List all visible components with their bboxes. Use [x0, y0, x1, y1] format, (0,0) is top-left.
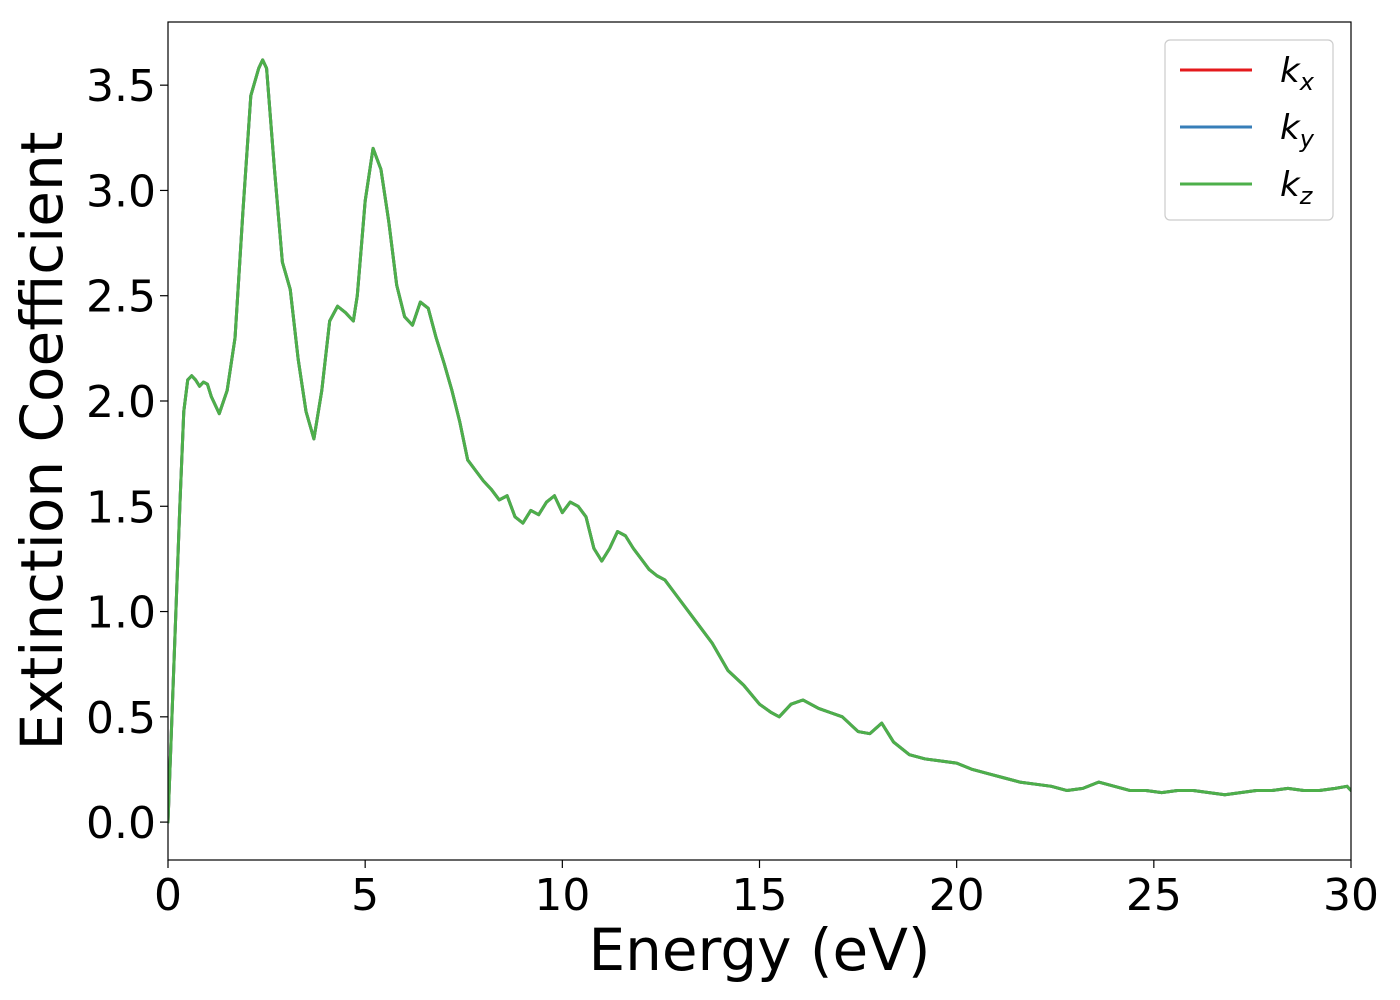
y-tick-label: 2.0 — [86, 377, 156, 428]
x-tick-label: 10 — [534, 870, 590, 921]
legend-label-y: ky — [1280, 108, 1315, 153]
x-tick-label: 25 — [1126, 870, 1182, 921]
legend-label-z: kz — [1280, 165, 1314, 210]
y-axis: 0.0 0.5 1.0 1.5 2.0 2.5 3.0 3.5 — [86, 61, 168, 849]
legend-label-x: kx — [1280, 51, 1315, 96]
x-axis: 0 5 10 15 20 25 30 — [154, 860, 1379, 921]
x-axis-label: Energy (eV) — [588, 916, 930, 984]
y-axis-label: Extinction Coefficient — [8, 132, 76, 751]
plot-area — [167, 21, 1352, 861]
y-tick-label: 2.5 — [86, 272, 156, 323]
y-tick-label: 3.5 — [86, 61, 156, 112]
y-tick-label: 1.5 — [86, 482, 156, 533]
y-tick-label: 3.0 — [86, 166, 156, 217]
x-tick-label: 30 — [1323, 870, 1379, 921]
y-tick-label: 0.0 — [86, 798, 156, 849]
x-tick-label: 0 — [154, 870, 182, 921]
series-layer — [168, 58, 1351, 824]
x-tick-label: 5 — [351, 870, 379, 921]
legend: kx ky kz — [1164, 39, 1334, 221]
y-tick-label: 1.0 — [86, 588, 156, 639]
y-tick-label: 0.5 — [86, 693, 156, 744]
x-tick-label: 20 — [929, 870, 985, 921]
legend-box — [1164, 39, 1334, 221]
x-tick-label: 15 — [732, 870, 788, 921]
series-line-z — [168, 58, 1351, 824]
